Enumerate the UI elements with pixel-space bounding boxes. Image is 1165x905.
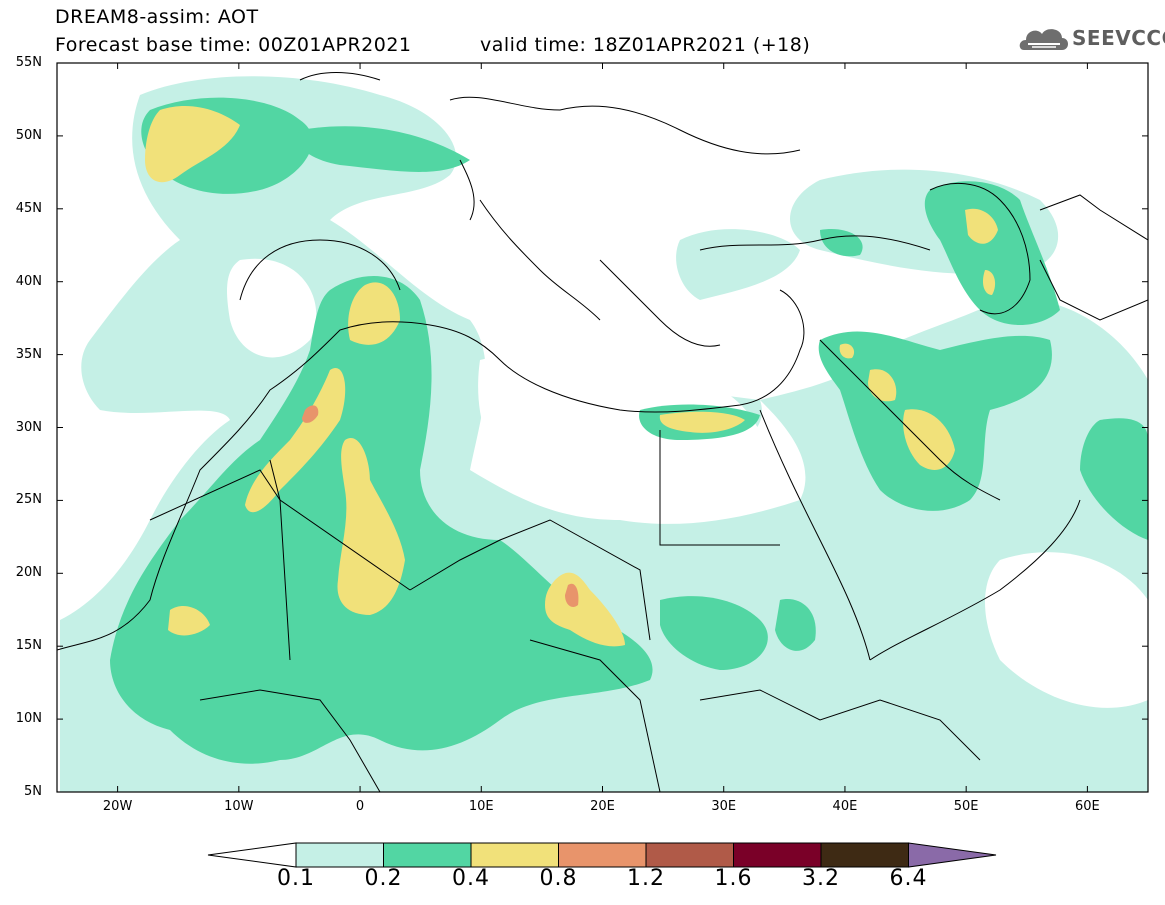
seevccc-logo: SEEVCCC — [1018, 22, 1165, 62]
lon-label: 20W — [102, 799, 133, 814]
lat-label: 40N — [15, 273, 42, 289]
cloud-logo-icon — [1019, 29, 1068, 50]
lat-label: 20N — [15, 565, 42, 581]
lat-label: 45N — [15, 200, 42, 216]
lon-label: 10W — [224, 799, 254, 814]
valid-time: valid time: 18Z01APR2021 (+18) — [480, 34, 811, 56]
axis-ticks — [57, 62, 1148, 793]
colorbar-label: 0.2 — [364, 866, 403, 891]
lon-label: 10E — [468, 799, 494, 814]
lon-label: 40E — [832, 799, 858, 814]
lat-label: 10N — [15, 711, 42, 727]
colorbar-label: 3.2 — [802, 866, 840, 891]
colorbar-label: 0.8 — [539, 866, 578, 891]
lat-label: 50N — [15, 127, 42, 143]
lon-label: 30E — [711, 799, 737, 814]
colorbar-label: 1.2 — [627, 866, 665, 891]
colorbar-label: 0.1 — [277, 866, 315, 891]
lon-label: 60E — [1074, 799, 1100, 814]
map-title: DREAM8-assim: AOT — [55, 6, 259, 28]
lat-label: 35N — [15, 346, 42, 362]
colorbar-label: 6.4 — [889, 866, 928, 891]
lat-label: 55N — [15, 55, 42, 70]
lon-label: 0 — [355, 799, 365, 814]
lat-label: 15N — [15, 638, 42, 654]
aot-level-0-4 — [145, 105, 998, 647]
lat-label: 5N — [24, 784, 42, 799]
aot-level-0-8 — [302, 405, 579, 607]
lon-label: 50E — [953, 799, 979, 814]
lat-label: 30N — [15, 419, 42, 435]
logo-text: SEEVCCC — [1072, 26, 1165, 50]
forecast-base-time: Forecast base time: 00Z01APR2021 — [55, 34, 412, 56]
coastlines — [57, 72, 1148, 792]
lon-label: 20E — [590, 799, 615, 814]
aot-field — [60, 76, 1148, 792]
colorbar-label: 0.4 — [452, 866, 490, 891]
colorbar-label: 1.6 — [714, 866, 753, 891]
lat-label: 25N — [15, 492, 42, 508]
